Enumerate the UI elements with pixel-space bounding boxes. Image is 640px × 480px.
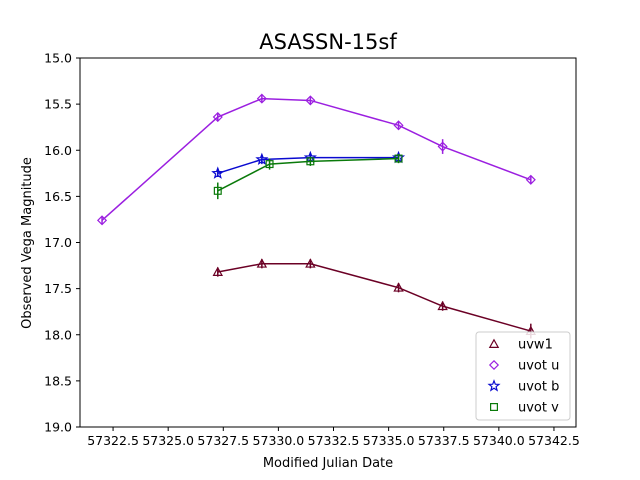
y-tick-label: 18.0 [44,327,72,342]
series-line [217,262,532,332]
legend-item: uvw1 [488,338,553,353]
data-point [305,258,316,268]
data-point [212,266,223,276]
y-tick-label: 15.0 [44,51,72,66]
legend: uvw1 uvot u uvot b uvot v [475,331,571,421]
data-point [255,152,269,166]
axes: 57322.5 57325.0 57327.5 57330.0 57332.5 57335… [44,51,580,449]
legend-label: uvot v [518,401,559,416]
legend-box [475,331,571,421]
data-point [437,141,448,152]
data-point [211,166,225,179]
y-tick-label: 18.5 [44,373,72,388]
x-tick-label: 57335.0 [363,433,415,448]
chart-title: ASASSN-15sf [259,30,397,54]
data-point [213,186,222,195]
plot-area [96,93,537,339]
legend-label: uvot u [518,359,559,374]
x-tick-label: 57340.0 [473,433,525,448]
legend-item: uvot b [487,379,559,395]
series-uvw1 [212,258,537,339]
legend-label: uvw1 [518,338,553,353]
data-point [525,174,536,185]
legend-marker [488,359,500,371]
x-tick-label: 57342.5 [528,433,580,448]
data-point [256,93,267,104]
legend-marker [490,403,499,412]
data-point [394,154,403,163]
data-point [393,282,404,292]
data-point [265,160,274,169]
legend-item: uvot v [490,401,559,416]
x-tick-label: 57325.0 [142,433,194,448]
legend-marker [488,338,500,348]
y-tick-label: 17.0 [44,235,72,250]
legend-marker [487,379,501,392]
legend-label: uvot b [518,380,559,395]
y-tick-label: 17.5 [44,281,72,296]
y-tick-label: 15.5 [44,97,72,112]
series-line [217,156,399,175]
y-tick-label: 16.5 [44,189,72,204]
data-point [305,95,316,106]
x-tick-label: 57327.5 [197,433,249,448]
data-point [306,157,315,166]
data-point [96,215,108,226]
data-point [212,111,223,123]
y-axis-label: Observed Vega Magnitude [20,157,35,329]
series-line [217,157,399,192]
data-point [393,120,404,131]
x-axis-label: Modified Julian Date [263,456,393,471]
x-tick-label: 57332.5 [308,433,360,448]
x-tick-label: 57322.5 [87,433,139,448]
y-tick-label: 16.0 [44,143,72,158]
y-tick-label: 19.0 [44,420,72,435]
x-tick-label: 57330.0 [253,433,305,448]
series-uvot-u [96,93,536,226]
data-point [256,258,268,268]
x-tick-label: 57337.5 [418,433,470,448]
series-uvot-v [213,153,403,200]
legend-item: uvot u [488,359,559,374]
data-point [437,300,448,311]
